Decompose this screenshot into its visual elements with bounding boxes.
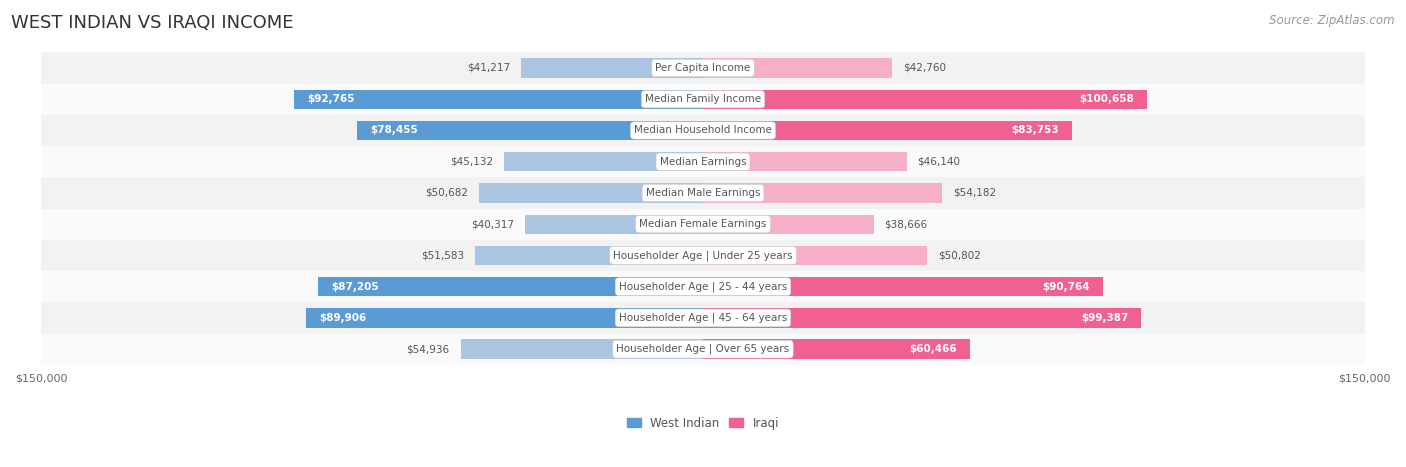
Text: $50,802: $50,802 — [938, 250, 981, 261]
Bar — [41, 146, 1365, 177]
Bar — [479, 183, 703, 203]
Text: $89,906: $89,906 — [319, 313, 367, 323]
Text: Median Male Earnings: Median Male Earnings — [645, 188, 761, 198]
Text: $38,666: $38,666 — [884, 219, 928, 229]
Text: Householder Age | Over 65 years: Householder Age | Over 65 years — [616, 344, 790, 354]
Bar — [703, 121, 1073, 140]
Bar — [41, 177, 1365, 209]
Text: Median Earnings: Median Earnings — [659, 157, 747, 167]
Bar — [41, 84, 1365, 115]
Bar — [703, 152, 907, 171]
Text: $41,217: $41,217 — [467, 63, 510, 73]
Text: $50,682: $50,682 — [426, 188, 468, 198]
Bar — [475, 246, 703, 265]
Text: Median Household Income: Median Household Income — [634, 126, 772, 135]
Bar — [41, 209, 1365, 240]
Text: $99,387: $99,387 — [1081, 313, 1128, 323]
Legend: West Indian, Iraqi: West Indian, Iraqi — [621, 412, 785, 434]
Text: $40,317: $40,317 — [471, 219, 515, 229]
Text: $54,936: $54,936 — [406, 344, 450, 354]
Bar — [41, 271, 1365, 302]
Text: Householder Age | 25 - 44 years: Householder Age | 25 - 44 years — [619, 282, 787, 292]
Text: Source: ZipAtlas.com: Source: ZipAtlas.com — [1270, 14, 1395, 27]
Text: $45,132: $45,132 — [450, 157, 494, 167]
Bar — [522, 58, 703, 78]
Bar — [703, 214, 873, 234]
Text: Median Family Income: Median Family Income — [645, 94, 761, 104]
Text: $92,765: $92,765 — [307, 94, 354, 104]
Bar — [703, 246, 927, 265]
Bar — [307, 308, 703, 327]
Bar — [294, 90, 703, 109]
Bar — [503, 152, 703, 171]
Text: $42,760: $42,760 — [903, 63, 946, 73]
Bar — [357, 121, 703, 140]
Bar — [41, 333, 1365, 365]
Bar — [41, 240, 1365, 271]
Bar — [703, 340, 970, 359]
Bar — [703, 58, 891, 78]
Text: Householder Age | 45 - 64 years: Householder Age | 45 - 64 years — [619, 313, 787, 323]
Bar — [703, 277, 1104, 297]
Bar — [41, 52, 1365, 84]
Text: $54,182: $54,182 — [953, 188, 997, 198]
Bar — [703, 183, 942, 203]
Text: $78,455: $78,455 — [370, 126, 418, 135]
Text: $83,753: $83,753 — [1012, 126, 1059, 135]
Text: $60,466: $60,466 — [908, 344, 956, 354]
Bar — [461, 340, 703, 359]
Bar — [524, 214, 703, 234]
Text: $87,205: $87,205 — [332, 282, 380, 292]
Bar — [318, 277, 703, 297]
Text: WEST INDIAN VS IRAQI INCOME: WEST INDIAN VS IRAQI INCOME — [11, 14, 294, 32]
Text: Median Female Earnings: Median Female Earnings — [640, 219, 766, 229]
Text: Per Capita Income: Per Capita Income — [655, 63, 751, 73]
Text: $90,764: $90,764 — [1043, 282, 1090, 292]
Text: $100,658: $100,658 — [1078, 94, 1133, 104]
Bar — [703, 308, 1142, 327]
Text: $51,583: $51,583 — [422, 250, 464, 261]
Bar — [703, 90, 1147, 109]
Bar — [41, 115, 1365, 146]
Bar — [41, 302, 1365, 333]
Text: $46,140: $46,140 — [918, 157, 960, 167]
Text: Householder Age | Under 25 years: Householder Age | Under 25 years — [613, 250, 793, 261]
